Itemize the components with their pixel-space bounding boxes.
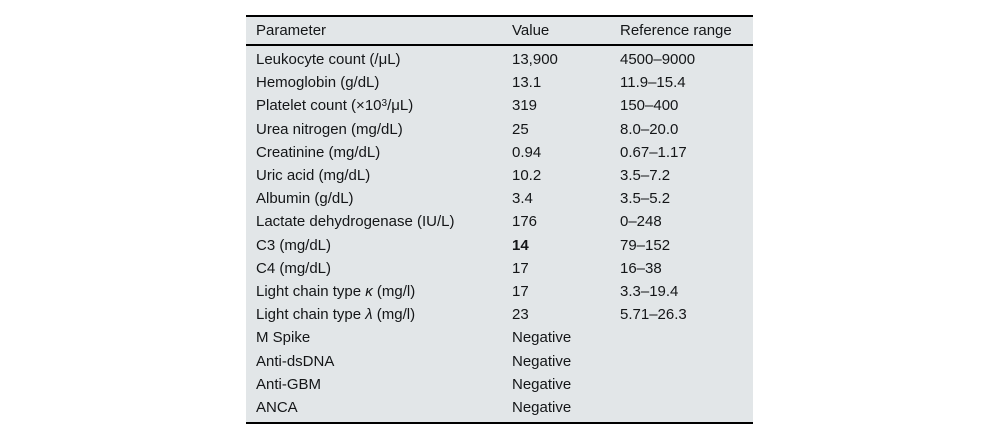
parameter-text: Leukocyte count (/μL) bbox=[256, 51, 401, 69]
value-cell: 10.2 bbox=[512, 167, 542, 185]
parameter-cell: Anti-dsDNA bbox=[246, 353, 512, 370]
parameter-cell: Light chain type λ (mg/l) bbox=[246, 306, 512, 323]
parameter-text: Urea nitrogen (mg/dL) bbox=[256, 120, 403, 138]
table-row: Anti-GBM Negative bbox=[246, 373, 753, 396]
parameter-text: Albumin (g/dL) bbox=[256, 190, 354, 208]
parameter-text: Anti-GBM bbox=[256, 375, 322, 393]
value-cell: 3.4 bbox=[512, 190, 533, 208]
reference-range-cell: 150–400 bbox=[620, 97, 679, 115]
value-cell: 13.1 bbox=[512, 74, 542, 92]
parameter-cell: Platelet count (×103/μL) bbox=[246, 97, 512, 114]
parameter-cell: Creatinine (mg/dL) bbox=[246, 144, 512, 161]
value-cell: Negative bbox=[512, 329, 572, 347]
parameter-cell: C3 (mg/dL) bbox=[246, 237, 512, 254]
reference-range-cell: 3.5–5.2 bbox=[620, 190, 671, 208]
column-header-reference-range: Reference range bbox=[620, 22, 732, 39]
parameter-text: λ bbox=[365, 306, 373, 324]
parameter-cell: C4 (mg/dL) bbox=[246, 260, 512, 277]
reference-range-cell: 8.0–20.0 bbox=[620, 120, 679, 138]
parameter-text: C4 (mg/dL) bbox=[256, 259, 332, 277]
table-row: Light chain type κ (mg/l) 17 3.3–19.4 bbox=[246, 280, 753, 303]
table-row: Light chain type λ (mg/l) 23 5.71–26.3 bbox=[246, 303, 753, 326]
table-header-row: Parameter Value Reference range bbox=[246, 17, 753, 46]
value-cell: Negative bbox=[512, 375, 572, 393]
table-row: Anti-dsDNA Negative bbox=[246, 349, 753, 372]
parameter-text: (mg/l) bbox=[372, 306, 416, 324]
reference-range-cell: 16–38 bbox=[620, 259, 662, 277]
parameter-text: Hemoglobin (g/dL) bbox=[256, 74, 380, 92]
parameter-cell: ANCA bbox=[246, 399, 512, 416]
parameter-cell: Lactate dehydrogenase (IU/L) bbox=[246, 213, 512, 230]
reference-range-cell: 5.71–26.3 bbox=[620, 306, 687, 324]
table-row: Creatinine (mg/dL) 0.94 0.67–1.17 bbox=[246, 141, 753, 164]
parameter-text: ANCA bbox=[256, 398, 298, 416]
value-cell: 14 bbox=[512, 236, 529, 254]
parameter-text: M Spike bbox=[256, 329, 311, 347]
parameter-cell: M Spike bbox=[246, 329, 512, 346]
table-row: Platelet count (×103/μL) 319 150–400 bbox=[246, 94, 753, 117]
parameter-text: (mg/l) bbox=[372, 282, 416, 300]
value-cell: 17 bbox=[512, 259, 529, 277]
value-cell: Negative bbox=[512, 398, 572, 416]
table-row: M Spike Negative bbox=[246, 326, 753, 349]
table-row: Albumin (g/dL) 3.4 3.5–5.2 bbox=[246, 187, 753, 210]
table-row: C4 (mg/dL) 17 16–38 bbox=[246, 257, 753, 280]
table-row: C3 (mg/dL) 14 79–152 bbox=[246, 234, 753, 257]
column-header-parameter: Parameter bbox=[256, 22, 327, 39]
value-cell: 176 bbox=[512, 213, 538, 231]
parameter-text: Lactate dehydrogenase (IU/L) bbox=[256, 213, 455, 231]
parameter-text: Uric acid (mg/dL) bbox=[256, 167, 371, 185]
reference-range-cell: 3.5–7.2 bbox=[620, 167, 671, 185]
parameter-cell: Light chain type κ (mg/l) bbox=[246, 283, 512, 300]
table-row: Leukocyte count (/μL) 13,900 4500–9000 bbox=[246, 48, 753, 71]
table-row: ANCA Negative bbox=[246, 396, 753, 419]
parameter-text: Anti-dsDNA bbox=[256, 352, 335, 370]
reference-range-cell: 79–152 bbox=[620, 236, 671, 254]
reference-range-cell: 4500–9000 bbox=[620, 51, 696, 69]
reference-range-cell: 3.3–19.4 bbox=[620, 282, 679, 300]
parameter-text: C3 (mg/dL) bbox=[256, 236, 332, 254]
parameter-cell: Hemoglobin (g/dL) bbox=[246, 74, 512, 91]
value-cell: 13,900 bbox=[512, 51, 558, 69]
lab-results-table: Parameter Value Reference range Leukocyt… bbox=[246, 15, 753, 424]
parameter-cell: Anti-GBM bbox=[246, 376, 512, 393]
table-row: Lactate dehydrogenase (IU/L) 176 0–248 bbox=[246, 210, 753, 233]
value-cell: 0.94 bbox=[512, 143, 542, 161]
table-row: Uric acid (mg/dL) 10.2 3.5–7.2 bbox=[246, 164, 753, 187]
parameter-text: Light chain type bbox=[256, 282, 366, 300]
table-row: Urea nitrogen (mg/dL) 25 8.0–20.0 bbox=[246, 118, 753, 141]
reference-range-cell: 0.67–1.17 bbox=[620, 143, 687, 161]
parameter-text: Platelet count (×10 bbox=[256, 97, 382, 115]
table-row: Hemoglobin (g/dL) 13.1 11.9–15.4 bbox=[246, 71, 753, 94]
value-cell: 319 bbox=[512, 97, 538, 115]
parameter-cell: Urea nitrogen (mg/dL) bbox=[246, 121, 512, 138]
reference-range-cell: 11.9–15.4 bbox=[620, 74, 686, 92]
table-body: Leukocyte count (/μL) 13,900 4500–9000 Hemo… bbox=[246, 46, 753, 422]
column-header-value: Value bbox=[512, 22, 550, 39]
parameter-text: /μL) bbox=[387, 97, 414, 115]
parameter-cell: Albumin (g/dL) bbox=[246, 190, 512, 207]
parameter-text: κ bbox=[365, 282, 373, 300]
value-cell: 23 bbox=[512, 306, 529, 324]
parameter-cell: Uric acid (mg/dL) bbox=[246, 167, 512, 184]
value-cell: Negative bbox=[512, 352, 572, 370]
parameter-text: Light chain type bbox=[256, 306, 366, 324]
value-cell: 25 bbox=[512, 120, 529, 138]
value-cell: 17 bbox=[512, 282, 529, 300]
reference-range-cell: 0–248 bbox=[620, 213, 662, 231]
parameter-text: 3 bbox=[381, 97, 388, 109]
parameter-text: Creatinine (mg/dL) bbox=[256, 143, 381, 161]
parameter-cell: Leukocyte count (/μL) bbox=[246, 51, 512, 68]
